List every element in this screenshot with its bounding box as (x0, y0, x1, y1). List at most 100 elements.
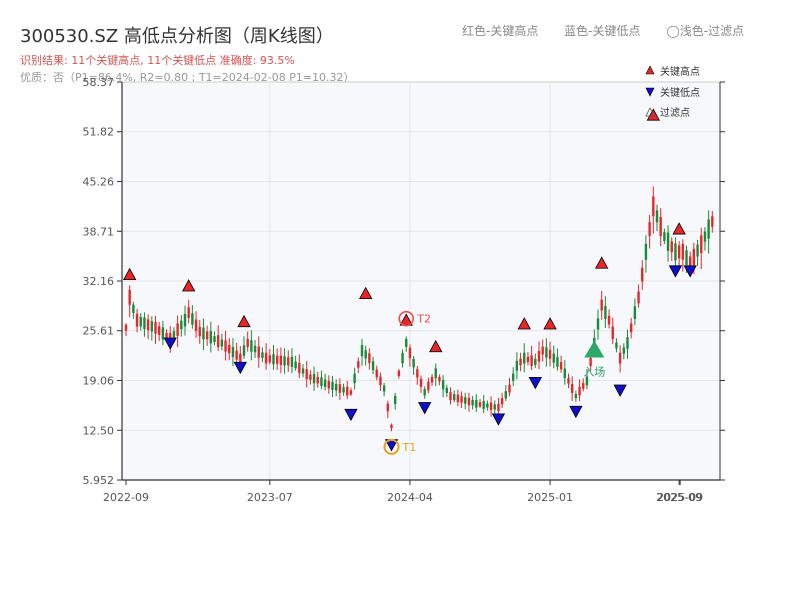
key-low-marker (613, 384, 627, 397)
candle-body (500, 398, 504, 405)
candles (124, 186, 714, 432)
candle-body (596, 318, 600, 330)
candle-body (441, 380, 445, 390)
t1-label: T1 (402, 441, 417, 454)
legend-low-label: 关键低点 (660, 86, 700, 99)
y-tick-label: 45.26 (83, 176, 115, 189)
legend-filtered-label: 过滤点 (660, 106, 690, 119)
candle-body (213, 336, 216, 343)
candle-body (301, 368, 305, 374)
candle-body (570, 384, 574, 393)
candle-body (183, 313, 187, 327)
candle-body (508, 384, 511, 393)
candle-body (202, 327, 205, 340)
candle-body (663, 232, 666, 242)
candle-body (685, 250, 688, 265)
candle-body (261, 352, 264, 358)
candle-body (703, 231, 707, 242)
candle-body (523, 352, 526, 364)
t2-ring (398, 310, 415, 327)
candle-body (397, 370, 401, 376)
candle-body (486, 403, 489, 408)
candle-body (264, 352, 268, 364)
y-tick-label: 19.06 (83, 374, 115, 387)
candle-body (574, 394, 578, 399)
candle-body (700, 235, 703, 254)
candle-body (154, 321, 157, 334)
candle-body (235, 350, 238, 360)
candle-body (239, 353, 242, 363)
candle-body (452, 394, 456, 401)
x-tick-label: 2023-07 (247, 491, 293, 504)
candle-body (143, 317, 146, 330)
candle-body (228, 344, 231, 354)
candle-body (364, 350, 367, 359)
candle-body (279, 355, 283, 365)
candle-body (231, 346, 235, 358)
t1-ring (383, 438, 400, 455)
candle-body (246, 338, 249, 348)
candle-body (475, 399, 478, 408)
candle-body (290, 356, 294, 367)
quality-line: 优质：否（P1=86.4%, R2=0.80 ; T1=2024-02-08 P… (20, 71, 355, 84)
candle-body (194, 319, 198, 331)
candle-body (357, 361, 360, 368)
entry-label: 入场 (583, 365, 605, 379)
key-low-marker (344, 408, 358, 422)
candle-body (519, 358, 522, 366)
candle-body (393, 395, 397, 404)
key-low-marker (528, 377, 542, 390)
candle-body (637, 291, 640, 304)
candle-body (416, 369, 419, 378)
candle-body (644, 243, 648, 260)
candle-body (331, 381, 334, 391)
candle-body (460, 395, 463, 403)
candle-body (666, 232, 670, 251)
candle-body (327, 380, 331, 389)
candle-body (692, 248, 696, 266)
candle-body (659, 216, 662, 237)
axes: 58.37 51.82 45.26 38.71 32.16 25.61 19.06 12.50… (83, 76, 725, 504)
key-high-marker (543, 317, 557, 330)
x-tick-label: 2025-01 (527, 491, 573, 504)
candle-body (534, 358, 537, 365)
candle-body (585, 376, 589, 386)
candle-body (482, 401, 485, 409)
y-tick-label: 25.61 (83, 325, 115, 338)
grid-lines (122, 82, 720, 480)
x-tick-label: 2025-09 (656, 491, 702, 504)
legend-filtered: ◯浅色-过滤点 (666, 24, 745, 38)
candle-body (559, 362, 563, 370)
candle-body (272, 354, 275, 365)
candle-body (187, 307, 190, 318)
candle-body (438, 376, 441, 382)
candle-body (390, 424, 393, 429)
candle-body (180, 320, 183, 330)
candle-body (205, 331, 209, 340)
x-tick-label: 2024-04 (387, 491, 433, 504)
candle-body (493, 404, 496, 410)
key-low-marker (163, 337, 177, 350)
entry-marker (584, 340, 605, 358)
candle-body (419, 378, 423, 387)
y-tick-label: 58.37 (83, 76, 115, 89)
candle-body (401, 352, 404, 364)
candle-body (537, 350, 541, 362)
candle-body (582, 383, 585, 389)
candle-body (615, 342, 618, 349)
candle-body (677, 245, 681, 259)
candle-body (467, 397, 471, 406)
candle-body (323, 379, 327, 387)
candle-body (578, 386, 581, 396)
candle-body (132, 304, 135, 314)
legend-high-marker (645, 65, 655, 75)
candle-body (191, 313, 194, 325)
candle-body (334, 384, 338, 391)
candle-body (216, 335, 220, 348)
candle-body (526, 356, 530, 363)
chart-legend: 关键高点 关键低点 过滤点 (645, 65, 700, 119)
candle-body (648, 222, 651, 237)
key-high-marker (517, 317, 531, 330)
candle-body (611, 326, 614, 340)
legend-red-high: 红色-关键高点 (462, 24, 539, 38)
